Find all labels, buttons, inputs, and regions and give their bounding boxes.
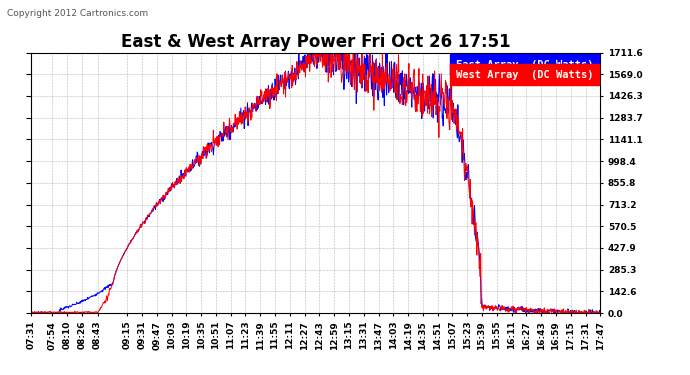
- Legend: East Array  (DC Watts), West Array  (DC Watts): East Array (DC Watts), West Array (DC Wa…: [453, 58, 595, 82]
- Title: East & West Array Power Fri Oct 26 17:51: East & West Array Power Fri Oct 26 17:51: [121, 33, 511, 51]
- Text: Copyright 2012 Cartronics.com: Copyright 2012 Cartronics.com: [7, 9, 148, 18]
